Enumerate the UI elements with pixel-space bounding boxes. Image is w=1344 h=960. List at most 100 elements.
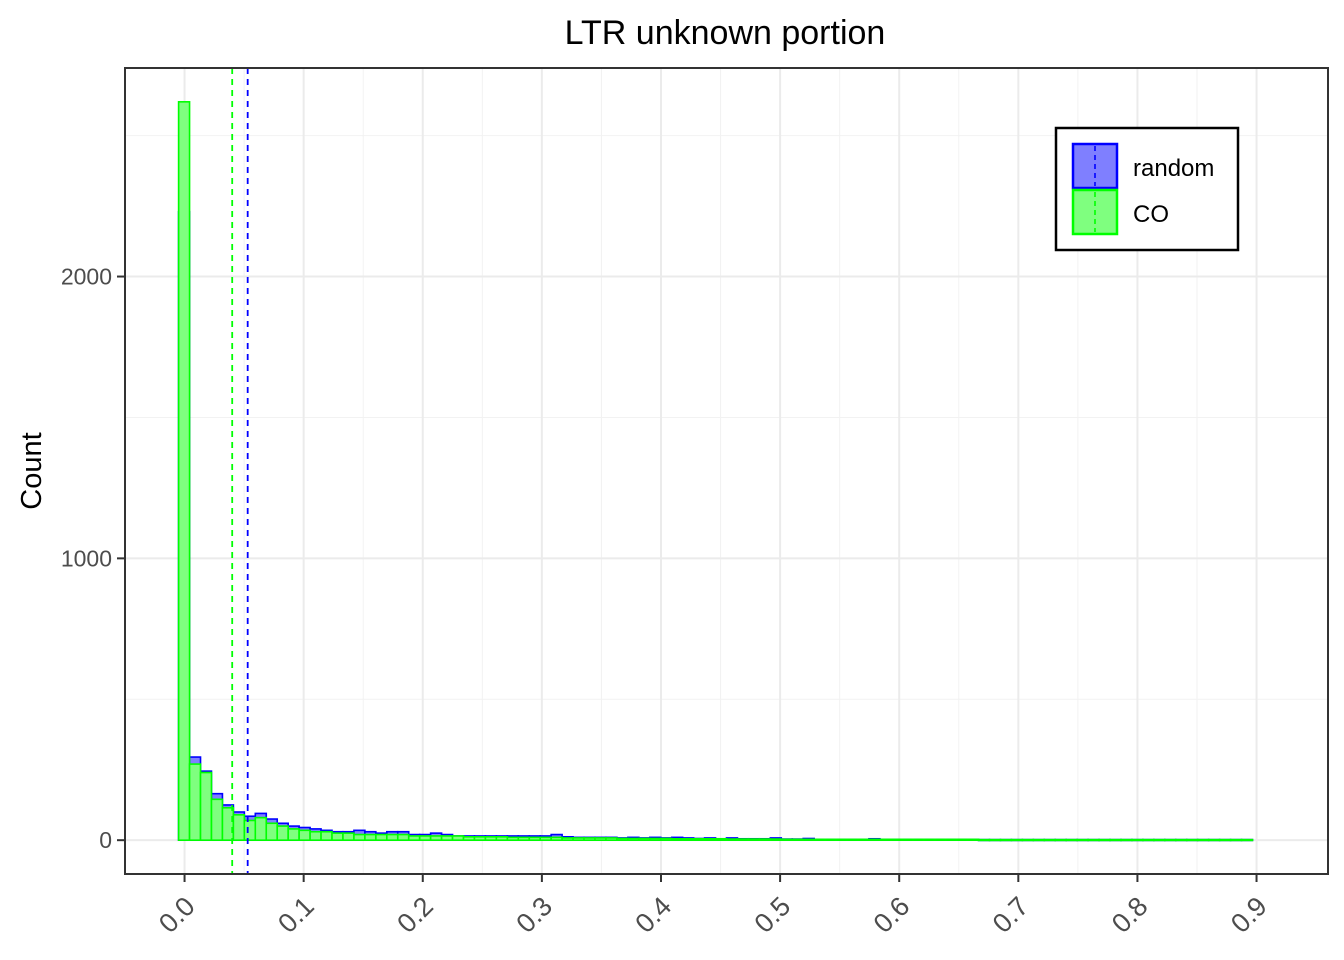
- histogram-bars: [177, 101, 1254, 842]
- bar-co: [550, 836, 563, 841]
- bar-co: [298, 829, 311, 841]
- bar-co: [484, 835, 498, 841]
- series-random: [177, 210, 1254, 842]
- bar-co: [1032, 838, 1046, 842]
- legend-label-random: random: [1133, 155, 1214, 182]
- bar-co: [1229, 838, 1243, 842]
- bar-co: [287, 828, 300, 841]
- legend: random CO: [1054, 126, 1240, 252]
- bar-co: [1043, 838, 1057, 842]
- x-tick-label: 0.9: [1225, 891, 1273, 939]
- bar-co: [648, 837, 662, 841]
- bar-co: [495, 835, 509, 841]
- bar-co: [177, 101, 191, 841]
- bar-co: [659, 837, 673, 841]
- bar-co: [331, 832, 344, 841]
- x-tick-label: 0.1: [272, 891, 320, 939]
- bar-co: [791, 838, 805, 841]
- bar-co: [1087, 838, 1100, 842]
- bar-co: [988, 838, 1002, 842]
- bar-co: [692, 837, 706, 841]
- bar-co: [1218, 838, 1232, 842]
- x-tick-label: 0.2: [391, 891, 439, 939]
- x-tick-label: 0.4: [629, 891, 677, 939]
- bar-co: [758, 838, 772, 841]
- bar-co: [857, 838, 870, 841]
- bar-co: [353, 833, 366, 841]
- bar-co: [977, 838, 991, 842]
- bar-co: [955, 838, 969, 841]
- bar-co: [1207, 838, 1221, 842]
- bar-co: [911, 838, 925, 841]
- bar-co: [386, 833, 399, 841]
- bar-co: [922, 838, 936, 841]
- bar-co: [1054, 838, 1067, 842]
- legend-label-co: CO: [1133, 201, 1169, 228]
- bar-co: [1142, 838, 1155, 842]
- bar-co: [561, 837, 574, 841]
- bar-co: [1076, 838, 1089, 842]
- bar-co: [901, 838, 914, 841]
- bar-co: [616, 837, 629, 841]
- bar-co: [276, 825, 289, 841]
- bar-co: [210, 798, 224, 841]
- bar-co: [802, 838, 815, 841]
- bar-co: [627, 837, 640, 841]
- bar-co: [1131, 838, 1144, 842]
- bar-co: [1185, 838, 1199, 842]
- bar-co: [769, 838, 783, 841]
- bar-co: [725, 838, 739, 841]
- bar-co: [583, 837, 596, 841]
- bar-co: [1120, 838, 1133, 842]
- bar-co: [966, 838, 980, 841]
- bar-co: [638, 837, 651, 841]
- bar-co: [890, 838, 903, 841]
- bar-co: [846, 838, 859, 841]
- bar-co: [703, 837, 717, 841]
- plot-panel-border: [124, 67, 1329, 875]
- bar-co: [780, 838, 794, 841]
- bar-co: [506, 836, 520, 841]
- bar-co: [396, 833, 410, 841]
- bar-co: [451, 835, 465, 841]
- bar-co: [879, 838, 892, 841]
- y-tick-label: 0: [99, 827, 112, 853]
- bar-co: [1164, 838, 1177, 842]
- bar-co: [429, 835, 443, 841]
- bar-co: [605, 837, 618, 841]
- bar-co: [835, 838, 848, 841]
- bar-co: [736, 838, 750, 841]
- bar-co: [265, 822, 279, 841]
- bar-co: [1240, 838, 1254, 842]
- x-tick-label: 0.0: [153, 891, 201, 939]
- bar-co: [681, 837, 695, 841]
- chart-title: LTR unknown portion: [565, 14, 886, 52]
- series-co: [177, 101, 1254, 842]
- x-tick-label: 0.8: [1106, 891, 1154, 939]
- bar-co: [254, 816, 268, 841]
- bar-co: [944, 838, 958, 841]
- x-tick-label: 0.5: [749, 891, 797, 939]
- bar-co: [999, 838, 1013, 842]
- x-tick-label: 0.3: [510, 891, 558, 939]
- x-tick-label: 0.7: [987, 891, 1035, 939]
- bar-co: [933, 838, 947, 841]
- bar-co: [1196, 838, 1210, 842]
- bar-co: [824, 838, 837, 841]
- bar-co: [1174, 838, 1188, 842]
- bar-co: [594, 837, 607, 841]
- bar-co: [342, 832, 355, 841]
- y-tick-label: 2000: [61, 264, 112, 290]
- bar-co: [868, 838, 881, 841]
- mean-lines: [231, 68, 249, 874]
- bar-co: [188, 763, 202, 841]
- bar-co: [440, 835, 454, 841]
- bar-co: [1153, 838, 1166, 842]
- bar-co: [309, 830, 322, 841]
- legend-item-co: CO: [1071, 188, 1169, 236]
- bar-co: [221, 806, 235, 841]
- bar-co: [364, 833, 377, 841]
- bar-co: [418, 835, 432, 841]
- bar-co: [1021, 838, 1035, 842]
